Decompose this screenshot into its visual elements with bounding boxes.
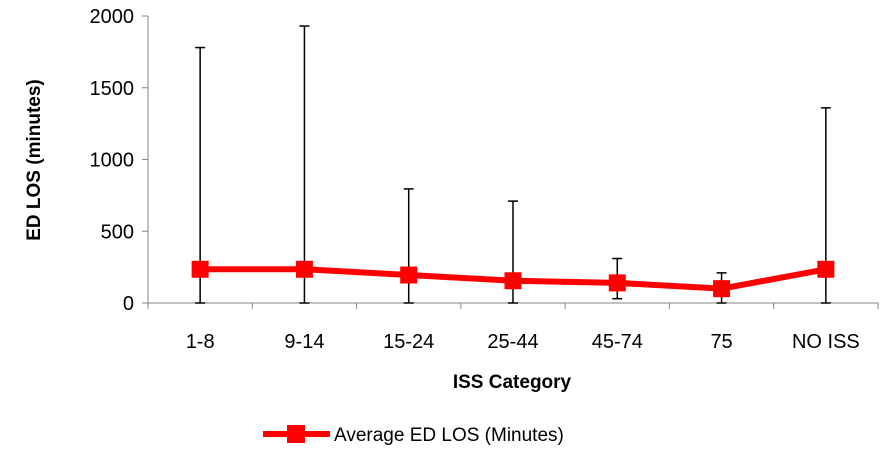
data-point-marker	[504, 272, 522, 290]
x-tick-label: 1-8	[186, 331, 215, 353]
y-tick-label: 2000	[90, 6, 135, 28]
y-tick-label: 1500	[90, 78, 135, 100]
x-tick-label: 9-14	[284, 331, 324, 353]
x-tick-label: 75	[710, 331, 732, 353]
x-tick-label: 45-74	[592, 331, 643, 353]
y-tick-label: 1000	[90, 150, 135, 172]
y-axis-title: ED LOS (minutes)	[24, 79, 45, 241]
y-axis-ticks: 0 500 1000 1500 2000	[90, 6, 148, 315]
error-bars	[195, 25, 831, 304]
x-tick-label: 15-24	[383, 331, 434, 353]
data-point-marker	[191, 260, 209, 278]
legend: Average ED LOS (Minutes)	[263, 425, 564, 446]
legend-marker	[287, 425, 305, 443]
data-point-marker	[295, 260, 313, 278]
data-point-marker	[608, 274, 626, 292]
legend-label: Average ED LOS (Minutes)	[334, 425, 564, 446]
y-tick-label: 500	[101, 221, 134, 243]
data-point-marker	[713, 280, 731, 298]
y-tick-label: 0	[123, 293, 134, 315]
series-layer	[191, 260, 835, 298]
x-axis-title: ISS Category	[453, 372, 572, 393]
data-point-marker	[817, 260, 835, 278]
x-axis-ticks: 1-8 9-14 15-24 25-44 45-74 75 NO ISS	[147, 303, 879, 353]
x-tick-label: NO ISS	[792, 331, 860, 353]
x-tick-label: 25-44	[487, 331, 538, 353]
data-point-marker	[400, 266, 418, 284]
